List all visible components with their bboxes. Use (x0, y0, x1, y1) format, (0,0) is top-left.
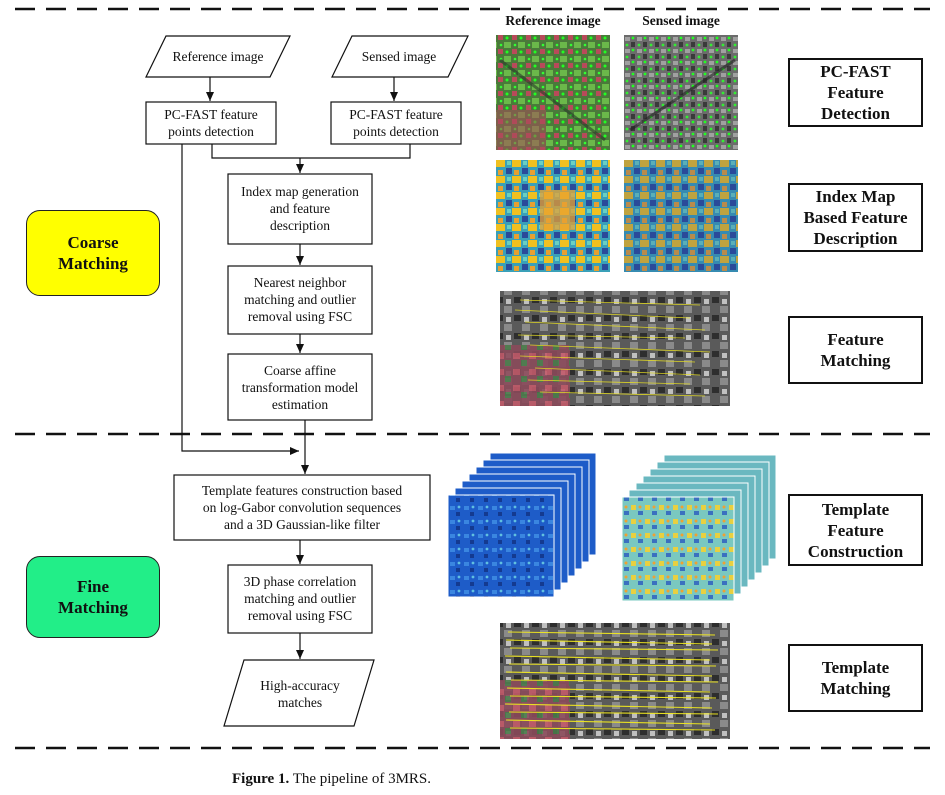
template-matching-image (500, 623, 730, 739)
feature-matching-image (500, 291, 730, 406)
reference-input-label: Reference image (172, 49, 264, 64)
reference-detection-image (496, 35, 610, 150)
detect-sensed-label: PC-FAST feature points detection (349, 107, 443, 139)
reference-column-header: Reference image (505, 13, 601, 28)
stage-template-matching: Template Matching (788, 644, 923, 712)
coarse-matching-label: Coarse Matching (26, 210, 160, 296)
output-shape (223, 659, 375, 727)
stage-template-construction: Template Feature Construction (788, 494, 923, 566)
coarse-affine-box (227, 353, 373, 421)
reference-input-shape (145, 35, 291, 78)
template-construction-box (173, 474, 431, 541)
sensed-input-label: Sensed image (361, 49, 437, 64)
template-construction-label: Template features construction based on l… (201, 483, 403, 532)
caption-text: The pipeline of 3MRS. (289, 771, 432, 787)
caption-label: Figure 1. (232, 771, 290, 787)
stage-pcfast-detection: PC-FAST Feature Detection (788, 58, 923, 127)
sensed-template-stack-image (621, 454, 777, 602)
phase-correlation-label: 3D phase correlation matching and outlier… (243, 574, 357, 623)
sensed-column-header: Sensed image (642, 13, 720, 28)
coarse-affine-label: Coarse affine transformation model estimat… (241, 363, 359, 412)
nn-matching-box (227, 265, 373, 335)
output-label: High-accuracy matches (260, 678, 340, 710)
figure-caption: Figure 1. The pipeline of 3MRS. (232, 771, 431, 788)
detect-sensed-box (330, 101, 462, 145)
detect-ref-label: PC-FAST feature points detection (164, 107, 258, 139)
detect-ref-box (145, 101, 277, 145)
nn-matching-label: Nearest neighbor matching and outlier remo… (244, 275, 356, 324)
index-map-label: Index map generation and feature descripti… (241, 184, 359, 233)
reference-index-map-image (496, 160, 610, 272)
sensed-detection-image (624, 35, 738, 150)
fine-matching-label: Fine Matching (26, 556, 160, 638)
reference-template-stack-image (447, 452, 597, 598)
index-map-box (227, 173, 373, 245)
stage-index-map-description: Index Map Based Feature Description (788, 183, 923, 252)
sensed-index-map-image (624, 160, 738, 272)
sensed-input-shape (331, 35, 469, 78)
stage-feature-matching: Feature Matching (788, 316, 923, 384)
